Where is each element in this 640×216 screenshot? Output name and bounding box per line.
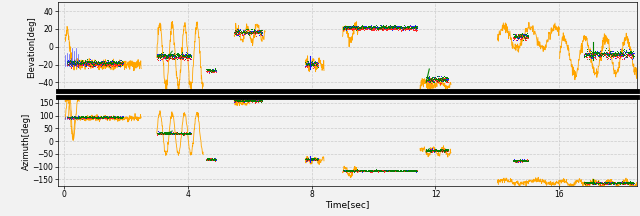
- Y-axis label: Elevation[deg]: Elevation[deg]: [27, 16, 36, 78]
- Y-axis label: Azimuth[deg]: Azimuth[deg]: [22, 113, 31, 170]
- X-axis label: Time[sec]: Time[sec]: [325, 200, 369, 209]
